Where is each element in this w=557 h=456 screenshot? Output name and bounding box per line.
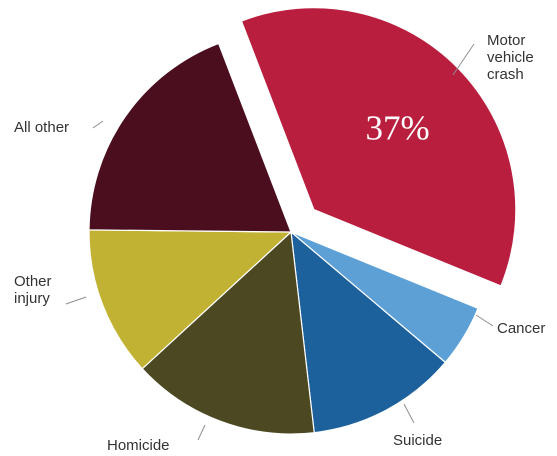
- category-label-other-injury: Other injury: [14, 273, 52, 307]
- category-labels: Motor vehicle crash Cancer Suicide Homicide Ot…: [14, 32, 545, 454]
- leader-line-homicide: [197, 424, 206, 441]
- pie-slice-other-injury: [88, 229, 292, 370]
- leader-line-suicide: [403, 403, 415, 424]
- pie-slices: [88, 7, 517, 435]
- leader-line-motor-vehicle-crash: [452, 43, 475, 76]
- leader-line-other-injury: [65, 296, 87, 305]
- leader-lines: [65, 43, 494, 441]
- category-label-all-other: All other: [14, 119, 69, 136]
- leader-line-all-other: [92, 120, 104, 129]
- pie-slice-motor-vehicle-crash: [240, 7, 517, 287]
- data-labels: 37%: [365, 109, 429, 148]
- leader-line-cancer: [475, 314, 494, 327]
- category-label-suicide: Suicide: [393, 432, 442, 449]
- pie-slice-homicide: [141, 231, 315, 435]
- category-label-homicide: Homicide: [107, 437, 170, 454]
- category-label-cancer: Cancer: [497, 320, 545, 337]
- data-label-motor-vehicle-crash: 37%: [365, 109, 429, 148]
- pie-slice-all-other: [88, 42, 292, 233]
- category-label-motor-vehicle-crash: Motor vehicle crash: [487, 32, 534, 83]
- pie-slice-suicide: [290, 231, 446, 434]
